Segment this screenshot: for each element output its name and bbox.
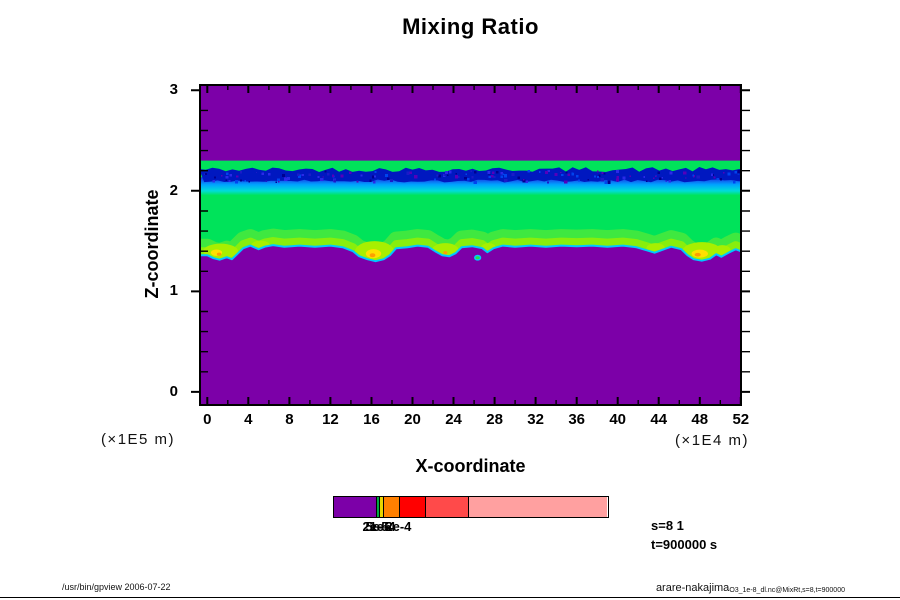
colorbar-separator (425, 497, 426, 517)
x-tick-label: 36 (559, 412, 595, 428)
x-tick-label: 40 (600, 412, 636, 428)
x-tick-label: 32 (518, 412, 554, 428)
colorbar-segment (425, 497, 468, 517)
colorbar-separator (399, 497, 400, 517)
gpview-window: Mixing Ratio 0123 0481216202428323640444… (0, 0, 900, 600)
annotation-step: s=8 1 (651, 518, 684, 533)
y-tick-label: 0 (144, 384, 178, 400)
y-axis-label: Z-coordinate (142, 164, 162, 324)
x-tick-label: 12 (312, 412, 348, 428)
footer-command-line: /usr/bin/gpview 2006-07-22 (62, 582, 171, 592)
page-bottom-rule (0, 597, 900, 598)
colorbar-segment (468, 497, 607, 517)
x-tick-label: 0 (189, 412, 225, 428)
y-axis-units: (×1E5 m) (86, 431, 190, 448)
x-tick-label: 52 (723, 412, 759, 428)
y-tick-label: 3 (144, 82, 178, 98)
colorbar-level-label: 2e-4 (385, 519, 411, 534)
footer-dataset-host: arare-nakajima (656, 582, 729, 594)
x-tick-label: 24 (436, 412, 472, 428)
colorbar-segment (334, 497, 376, 517)
footer-dataset-path: O3_1e-8_dl.nc@MixRt,s=8,t=900000 (729, 587, 845, 594)
x-tick-label: 20 (395, 412, 431, 428)
footer-dataset: arare-nakajimaO3_1e-8_dl.nc@MixRt,s=8,t=… (656, 582, 845, 594)
annotation-time: t=900000 s (651, 537, 717, 552)
colorbar (333, 496, 609, 518)
colorbar-separator (376, 497, 377, 517)
x-tick-label: 16 (353, 412, 389, 428)
x-tick-label: 8 (271, 412, 307, 428)
colorbar-separator (383, 497, 384, 517)
heatmap-plot (185, 70, 756, 420)
x-axis-units: (×1E4 m) (662, 432, 762, 449)
colorbar-segment (383, 497, 399, 517)
x-tick-label: 44 (641, 412, 677, 428)
colorbar-separator (468, 497, 469, 517)
x-tick-label: 28 (477, 412, 513, 428)
plot-title: Mixing Ratio (200, 14, 741, 40)
x-tick-label: 48 (682, 412, 718, 428)
x-tick-label: 4 (230, 412, 266, 428)
colorbar-separator (379, 497, 380, 517)
heatmap-canvas (185, 70, 756, 420)
x-axis-label: X-coordinate (200, 456, 741, 477)
colorbar-segment (399, 497, 425, 517)
